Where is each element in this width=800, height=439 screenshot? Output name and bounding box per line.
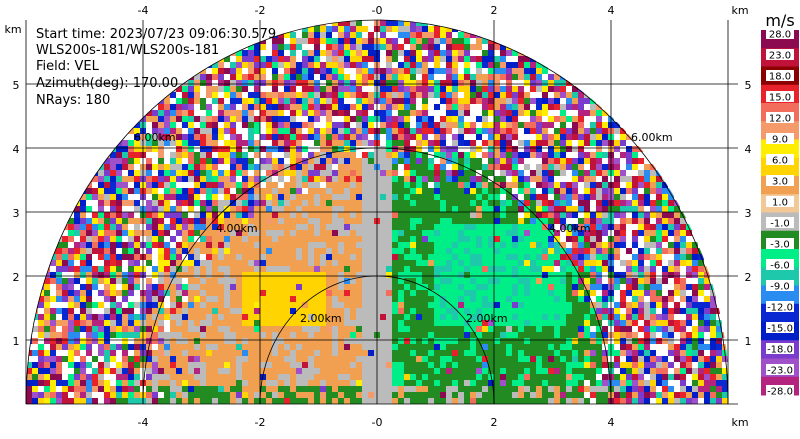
- y-tick-left: 2: [13, 271, 20, 284]
- x-unit-bottom: km: [731, 416, 748, 429]
- colorbar: m/s 28.0 23.0 18.0 15.0 12.0 9.0 6.0 3.0 1.0 -1.0…: [761, 11, 799, 398]
- colorbar-label-bg: [766, 301, 794, 312]
- x-tick-top: 2: [491, 4, 498, 17]
- colorbar-label: -9.0: [770, 282, 790, 293]
- colorbar-label: 28.0: [769, 30, 791, 41]
- x-tick-bottom: -2: [255, 416, 266, 429]
- colorbar-label: 18.0: [769, 72, 791, 83]
- colorbar-label-bg: [766, 28, 794, 39]
- x-tick-bottom: 4: [608, 416, 615, 429]
- grid-lines: [25, 20, 738, 405]
- info-instrument: WLS200s-181/WLS200s-181: [36, 43, 219, 58]
- colorbar-label: 1.0: [772, 198, 788, 209]
- colorbar-unit: m/s: [765, 11, 794, 30]
- y-tick-left: 4: [13, 143, 20, 156]
- y-tick-left: 3: [13, 207, 20, 220]
- colorbar-label-bg: [766, 112, 794, 123]
- colorbar-label: -6.0: [770, 261, 790, 272]
- y-tick-right: 4: [745, 143, 752, 156]
- x-tick-top: -0: [372, 4, 383, 17]
- ring-label-4km-right: 4.00km: [549, 222, 591, 235]
- ring-label-4km-left: 4.00km: [216, 222, 258, 235]
- colorbar-label: 6.0: [772, 156, 788, 167]
- colorbar-label: -23.0: [767, 366, 793, 377]
- x-tick-bottom: -0: [372, 416, 383, 429]
- colorbar-label: -18.0: [767, 345, 793, 356]
- x-ticks-top: -4 -2 -0 2 4 km: [138, 4, 749, 17]
- colorbar-label-bg: [766, 91, 794, 102]
- colorbar-label-bg: [766, 259, 794, 270]
- colorbar-label-bg: [766, 196, 794, 207]
- colorbar-label: 15.0: [769, 93, 791, 104]
- velocity-field: [26, 20, 728, 404]
- x-unit-top: km: [731, 4, 748, 17]
- y-ticks-right: 1 2 3 4 5: [745, 79, 752, 348]
- y-tick-right: 2: [745, 271, 752, 284]
- y-tick-left: 5: [13, 79, 20, 92]
- colorbar-label: 3.0: [772, 177, 788, 188]
- colorbar-label-bg: [766, 343, 794, 354]
- ring-label-6km-left: 6.00km: [134, 131, 176, 144]
- colorbar-label: -3.0: [770, 240, 790, 251]
- colorbar-label: 23.0: [769, 51, 791, 62]
- y-unit-left: km: [4, 23, 21, 36]
- info-field: Field: VEL: [36, 59, 100, 74]
- y-tick-right: 5: [745, 79, 752, 92]
- colorbar-label: 12.0: [769, 114, 791, 125]
- info-start-time: Start time: 2023/07/23 09:06:30.579: [36, 27, 276, 42]
- ring-label-2km-right: 2.00km: [466, 312, 508, 325]
- colorbar-label-bg: [766, 133, 794, 144]
- x-tick-top: -4: [138, 4, 149, 17]
- x-tick-top: -2: [255, 4, 266, 17]
- colorbar-label-bg: [766, 217, 794, 228]
- x-tick-top: 4: [608, 4, 615, 17]
- ring-labels: 2.00km 2.00km 4.00km 4.00km 6.00km 6.00k…: [134, 131, 673, 325]
- colorbar-label: -1.0: [770, 219, 790, 230]
- colorbar-label: -12.0: [767, 303, 793, 314]
- ring-label-2km-left: 2.00km: [300, 312, 342, 325]
- colorbar-label: -28.0: [767, 387, 793, 398]
- colorbar-label-bg: [766, 280, 794, 291]
- y-tick-right: 3: [745, 207, 752, 220]
- colorbar-label: -15.0: [767, 324, 793, 335]
- range-rings: [25, 19, 729, 405]
- x-ticks-bottom: -4 -2 -0 2 4 km: [138, 416, 749, 429]
- info-azimuth: Azimuth(deg): 170.00: [36, 76, 178, 91]
- x-tick-bottom: -4: [138, 416, 149, 429]
- info-nrays: NRays: 180: [36, 93, 110, 108]
- colorbar-label-bg: [766, 154, 794, 165]
- y-tick-left: 1: [13, 335, 20, 348]
- colorbar-label-bg: [766, 70, 794, 81]
- colorbar-swatch: [761, 139, 799, 159]
- colorbar-label: 9.0: [772, 135, 788, 146]
- colorbar-label-bg: [766, 364, 794, 375]
- x-tick-bottom: 2: [491, 416, 498, 429]
- colorbar-label-bg: [766, 322, 794, 333]
- y-ticks-left: 1 2 3 4 5 km: [4, 23, 21, 348]
- ring-label-6km-right: 6.00km: [631, 131, 673, 144]
- colorbar-label-bg: [766, 175, 794, 186]
- colorbar-label-bg: [766, 49, 794, 60]
- colorbar-label-bg: [766, 238, 794, 249]
- y-tick-right: 1: [745, 335, 752, 348]
- info-panel: Start time: 2023/07/23 09:06:30.579 WLS2…: [36, 27, 276, 108]
- colorbar-label-bg: [766, 385, 794, 396]
